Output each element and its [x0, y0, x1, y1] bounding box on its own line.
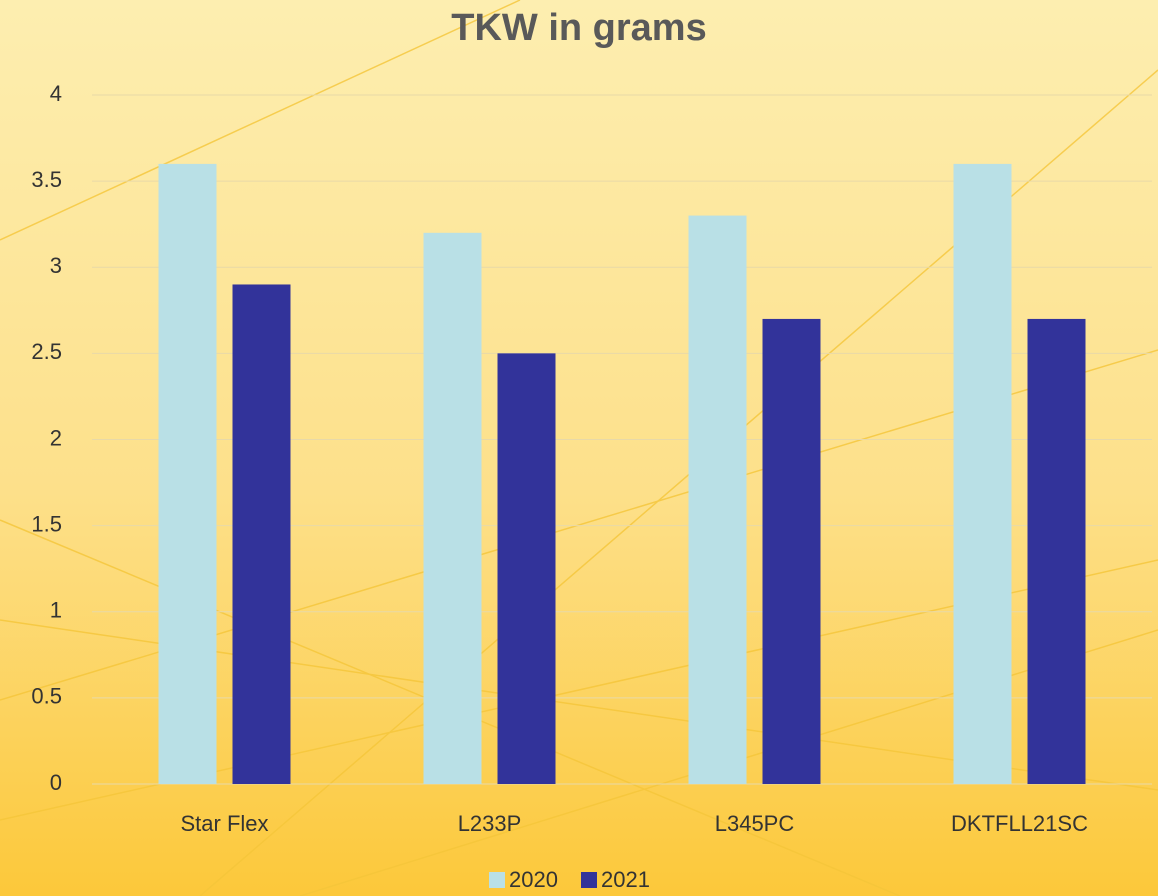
bar	[1027, 318, 1086, 784]
y-tick-label: 2	[50, 425, 62, 450]
bar	[158, 163, 217, 784]
y-tick-label: 3	[50, 253, 62, 278]
chart-title: TKW in grams	[451, 7, 706, 49]
x-tick-label: L233P	[458, 811, 522, 836]
y-tick-label: 0.5	[31, 684, 62, 709]
y-tick-label: 4	[50, 81, 62, 106]
legend-label: 2020	[509, 867, 558, 892]
bar	[497, 353, 556, 784]
x-tick-label: L345PC	[715, 811, 795, 836]
legend-swatch	[489, 872, 505, 888]
y-tick-label: 0	[50, 770, 62, 795]
bar	[423, 232, 482, 785]
y-tick-label: 2.5	[31, 339, 62, 364]
bar	[688, 215, 747, 784]
x-tick-label: DKTFLL21SC	[951, 811, 1088, 836]
legend-label: 2021	[601, 867, 650, 892]
x-tick-label: Star Flex	[180, 811, 268, 836]
bar	[232, 284, 291, 784]
y-tick-label: 1	[50, 598, 62, 623]
legend-swatch	[581, 872, 597, 888]
bar	[762, 318, 821, 784]
bar	[953, 163, 1012, 784]
y-tick-label: 3.5	[31, 167, 62, 192]
y-tick-label: 1.5	[31, 511, 62, 536]
